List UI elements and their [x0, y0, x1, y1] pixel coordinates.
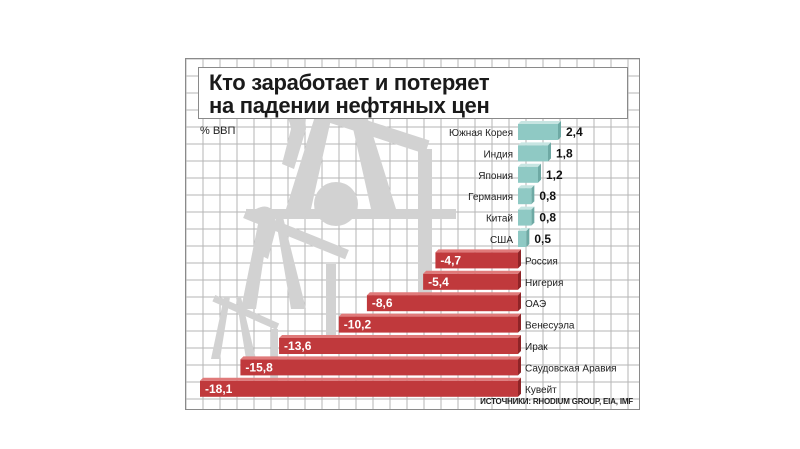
- bar-positive: [518, 145, 548, 162]
- bar-side-face: [538, 163, 541, 183]
- bar-value-label: -18,1: [205, 382, 233, 396]
- bar-value-label: -15,8: [245, 360, 273, 374]
- category-label: Венесуэла: [525, 321, 575, 332]
- bar-side-face: [531, 206, 535, 226]
- bar-row: 0,8 Германия: [468, 185, 556, 205]
- category-label: ОАЭ: [525, 299, 546, 310]
- bar-value-label: 0,8: [539, 189, 556, 203]
- bar-negative: [240, 359, 518, 376]
- category-label: Индия: [483, 149, 513, 160]
- category-label: Кувейт: [525, 385, 557, 396]
- chart-title-line-2: на падении нефтяных цен: [209, 93, 490, 118]
- bar-value-label: 0,8: [539, 211, 556, 225]
- bar-positive: [518, 231, 527, 247]
- chart-frame: 2,4 Южная Корея 1,8 Индия 1,2 Япония 0,8 Герман…: [185, 58, 640, 410]
- category-label: Китай: [486, 214, 513, 225]
- bar-negative: [279, 338, 518, 354]
- bar-row: -18,1 Кувейт: [200, 377, 557, 397]
- bar-row: -4,7 Россия: [435, 249, 558, 269]
- category-label: Япония: [478, 171, 513, 182]
- bar-row: -15,8 Саудовская Аравия: [240, 356, 617, 376]
- bar-negative: [338, 316, 518, 333]
- chart-title-line-1: Кто заработает и потеряет: [209, 70, 490, 95]
- bar-side-face: [518, 270, 521, 290]
- bar-positive: [518, 124, 558, 140]
- bar-top-face: [279, 335, 521, 338]
- bar-top-face: [366, 292, 521, 296]
- bar-side-face: [518, 249, 521, 269]
- bar-negative: [423, 273, 518, 290]
- bar-value-label: -13,6: [284, 339, 312, 353]
- bar-side-face: [518, 356, 521, 376]
- bar-value-label: -4,7: [440, 253, 461, 267]
- bar-side-face: [548, 142, 551, 162]
- category-label: Саудовская Аравия: [525, 363, 617, 374]
- bars: 2,4 Южная Корея 1,8 Индия 1,2 Япония 0,8 Герман…: [200, 121, 617, 397]
- bar-row: 1,8 Индия: [483, 142, 573, 162]
- category-label: Россия: [525, 256, 558, 267]
- bar-side-face: [518, 335, 521, 354]
- bar-value-label: 1,8: [556, 146, 573, 160]
- bar-negative: [435, 252, 518, 269]
- bar-positive: [518, 209, 532, 226]
- bar-value-label: 1,2: [546, 168, 563, 182]
- bar-top-face: [518, 185, 535, 189]
- bar-top-face: [240, 356, 521, 360]
- category-label: США: [490, 235, 513, 246]
- bar-top-face: [518, 228, 530, 231]
- bar-positive: [518, 188, 532, 205]
- bar-side-face: [518, 292, 521, 312]
- bar-top-face: [435, 249, 521, 253]
- bar-row: 0,8 Китай: [486, 206, 556, 226]
- bar-value-label: 2,4: [566, 125, 583, 139]
- bar-negative: [200, 380, 518, 397]
- unit-label: % ВВП: [200, 125, 236, 137]
- bar-side-face: [526, 228, 530, 247]
- bar-row: -10,2 Венесуэла: [338, 313, 575, 333]
- chart-title-box: Кто заработает и потеряет на падении неф…: [198, 67, 628, 119]
- bar-top-face: [200, 377, 521, 381]
- bar-side-face: [558, 121, 561, 140]
- bar-top-face: [518, 163, 541, 167]
- bar-row: -5,4 Нигерия: [423, 270, 563, 290]
- bar-negative: [366, 295, 518, 312]
- bar-row: 2,4 Южная Корея: [449, 121, 583, 140]
- bar-row: -8,6 ОАЭ: [366, 292, 546, 312]
- bar-top-face: [518, 121, 561, 124]
- bar-value-label: -10,2: [344, 318, 372, 332]
- bar-top-face: [423, 270, 521, 274]
- category-label: Нигерия: [525, 278, 563, 289]
- category-label: Южная Корея: [449, 128, 513, 139]
- category-label: Ирак: [525, 342, 548, 353]
- chart-svg: 2,4 Южная Корея 1,8 Индия 1,2 Япония 0,8 Герман…: [186, 59, 639, 409]
- bar-positive: [518, 166, 538, 183]
- bar-row: 1,2 Япония: [478, 163, 563, 183]
- bar-top-face: [338, 313, 521, 317]
- bar-value-label: -5,4: [428, 275, 449, 289]
- bar-side-face: [518, 377, 521, 397]
- bar-value-label: -8,6: [372, 296, 393, 310]
- bar-top-face: [518, 206, 535, 210]
- source-note: ИСТОЧНИКИ: RHODIUM GROUP, EIA, IMF: [480, 397, 633, 406]
- bar-top-face: [518, 142, 551, 146]
- bar-row: 0,5 США: [490, 228, 551, 247]
- bar-row: -13,6 Ирак: [279, 335, 548, 354]
- category-label: Германия: [468, 192, 513, 203]
- bar-side-face: [531, 185, 535, 205]
- bar-value-label: 0,5: [534, 232, 551, 246]
- bar-side-face: [518, 313, 521, 333]
